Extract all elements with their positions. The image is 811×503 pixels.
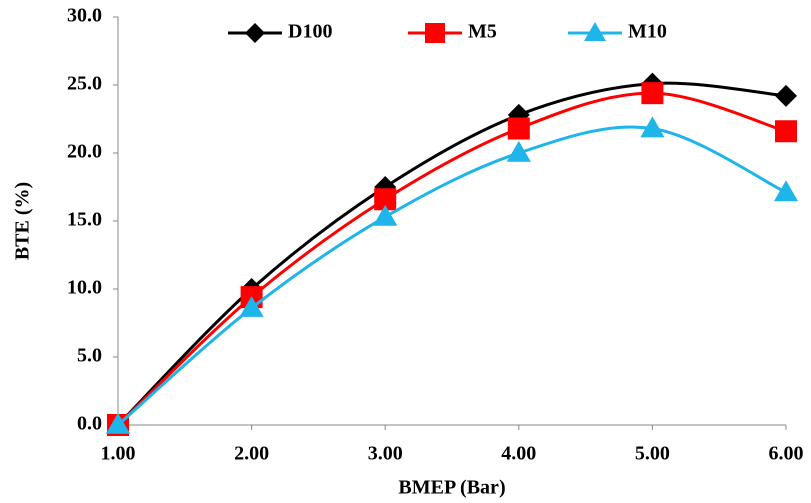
marker: [374, 188, 397, 211]
legend-label: M10: [628, 21, 667, 43]
marker: [239, 295, 264, 317]
marker: [584, 22, 606, 41]
marker: [105, 412, 131, 434]
x-tick-label: 6.00: [769, 443, 804, 465]
x-tick-label: 4.00: [501, 443, 536, 465]
x-tick-label: 2.00: [234, 443, 269, 465]
y-tick-label: 25.0: [67, 73, 102, 95]
series-line: [117, 125, 787, 427]
y-tick-label: 5.0: [77, 345, 102, 367]
marker: [507, 117, 530, 140]
marker: [640, 116, 665, 138]
marker: [425, 23, 445, 43]
x-tick-label: 3.00: [368, 443, 403, 465]
y-tick-label: 15.0: [67, 209, 102, 231]
x-tick-label: 1.00: [101, 443, 136, 465]
y-tick-label: 20.0: [67, 141, 102, 163]
x-axis-title: BMEP (Bar): [398, 477, 505, 499]
marker: [245, 23, 265, 43]
marker: [641, 82, 664, 105]
marker: [373, 204, 398, 226]
legend-label: M5: [468, 21, 497, 43]
legend-label: D100: [288, 21, 332, 43]
y-tick-label: 30.0: [67, 5, 102, 27]
y-tick-label: 0.0: [77, 413, 102, 435]
marker: [506, 140, 531, 162]
series-line: [116, 81, 787, 427]
series-line: [116, 91, 787, 427]
y-axis-title: BTE (%): [12, 182, 34, 260]
y-tick-label: 10.0: [67, 277, 102, 299]
marker: [775, 84, 797, 107]
marker: [775, 120, 797, 143]
x-tick-label: 5.00: [635, 443, 670, 465]
marker: [773, 180, 799, 202]
